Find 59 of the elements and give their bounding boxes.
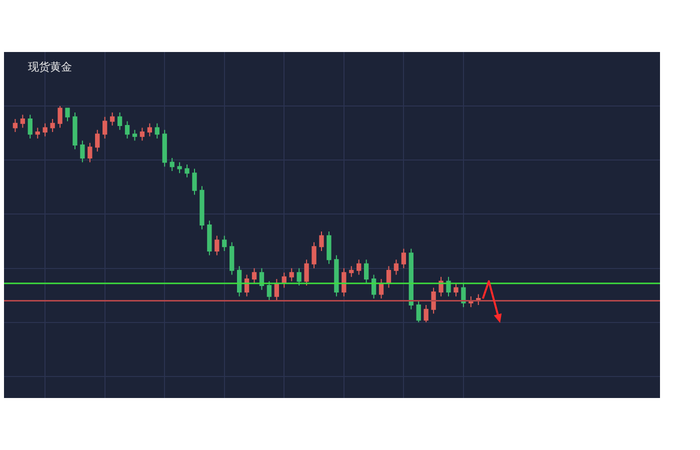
candlestick xyxy=(424,304,428,323)
candlestick xyxy=(289,268,294,282)
candlestick xyxy=(154,122,160,139)
candlestick xyxy=(35,127,40,139)
candlestick xyxy=(416,300,421,323)
candlestick xyxy=(431,287,436,314)
candlestick xyxy=(102,116,108,139)
candlestick xyxy=(184,164,190,178)
candlestick xyxy=(42,122,48,137)
candlestick xyxy=(371,274,376,300)
candlestick xyxy=(200,186,204,230)
candlestick xyxy=(124,120,130,139)
candlestick xyxy=(394,259,399,276)
candlestick xyxy=(177,162,182,174)
candlestick xyxy=(334,254,339,297)
chart-title: 现货黄金 xyxy=(28,60,72,75)
candlestick xyxy=(349,266,354,278)
candlestick xyxy=(259,268,264,290)
candlestick xyxy=(408,248,414,310)
candlestick xyxy=(147,122,152,137)
candlestick xyxy=(378,278,384,300)
candlestick xyxy=(214,235,220,256)
candlestick xyxy=(58,106,62,128)
candlestick xyxy=(170,157,174,172)
candlestick xyxy=(20,114,26,128)
candlestick xyxy=(28,114,32,139)
candlestick xyxy=(266,280,272,302)
candlestick xyxy=(461,282,466,308)
candlestick xyxy=(132,129,138,142)
candlestick xyxy=(244,274,250,297)
candlestick xyxy=(319,230,324,252)
candlestick xyxy=(72,112,78,150)
candlestick xyxy=(252,268,257,284)
candlestick xyxy=(237,266,242,297)
candlestick xyxy=(65,108,70,122)
candlestick xyxy=(192,168,197,196)
candlestick xyxy=(95,129,100,152)
candlestick xyxy=(88,142,92,163)
candlestick xyxy=(222,235,227,252)
candlestick xyxy=(296,268,302,286)
candlestick xyxy=(162,129,167,168)
candlestick xyxy=(117,112,122,130)
candlestick xyxy=(207,220,212,256)
candlestick xyxy=(312,242,316,269)
candlestick xyxy=(326,230,332,264)
candlestick xyxy=(342,268,346,297)
candlestick xyxy=(12,118,18,133)
candlestick xyxy=(401,248,406,269)
candlestick xyxy=(274,278,280,302)
candlestick xyxy=(386,266,392,288)
candlestick xyxy=(364,259,369,284)
candlestick xyxy=(50,118,55,133)
candlestick xyxy=(80,140,85,163)
candlestick xyxy=(140,127,145,142)
candlestick xyxy=(230,242,234,276)
candlestick xyxy=(454,282,458,297)
candlestick xyxy=(356,259,362,276)
candlestick xyxy=(304,259,309,286)
candlestick xyxy=(110,112,115,126)
